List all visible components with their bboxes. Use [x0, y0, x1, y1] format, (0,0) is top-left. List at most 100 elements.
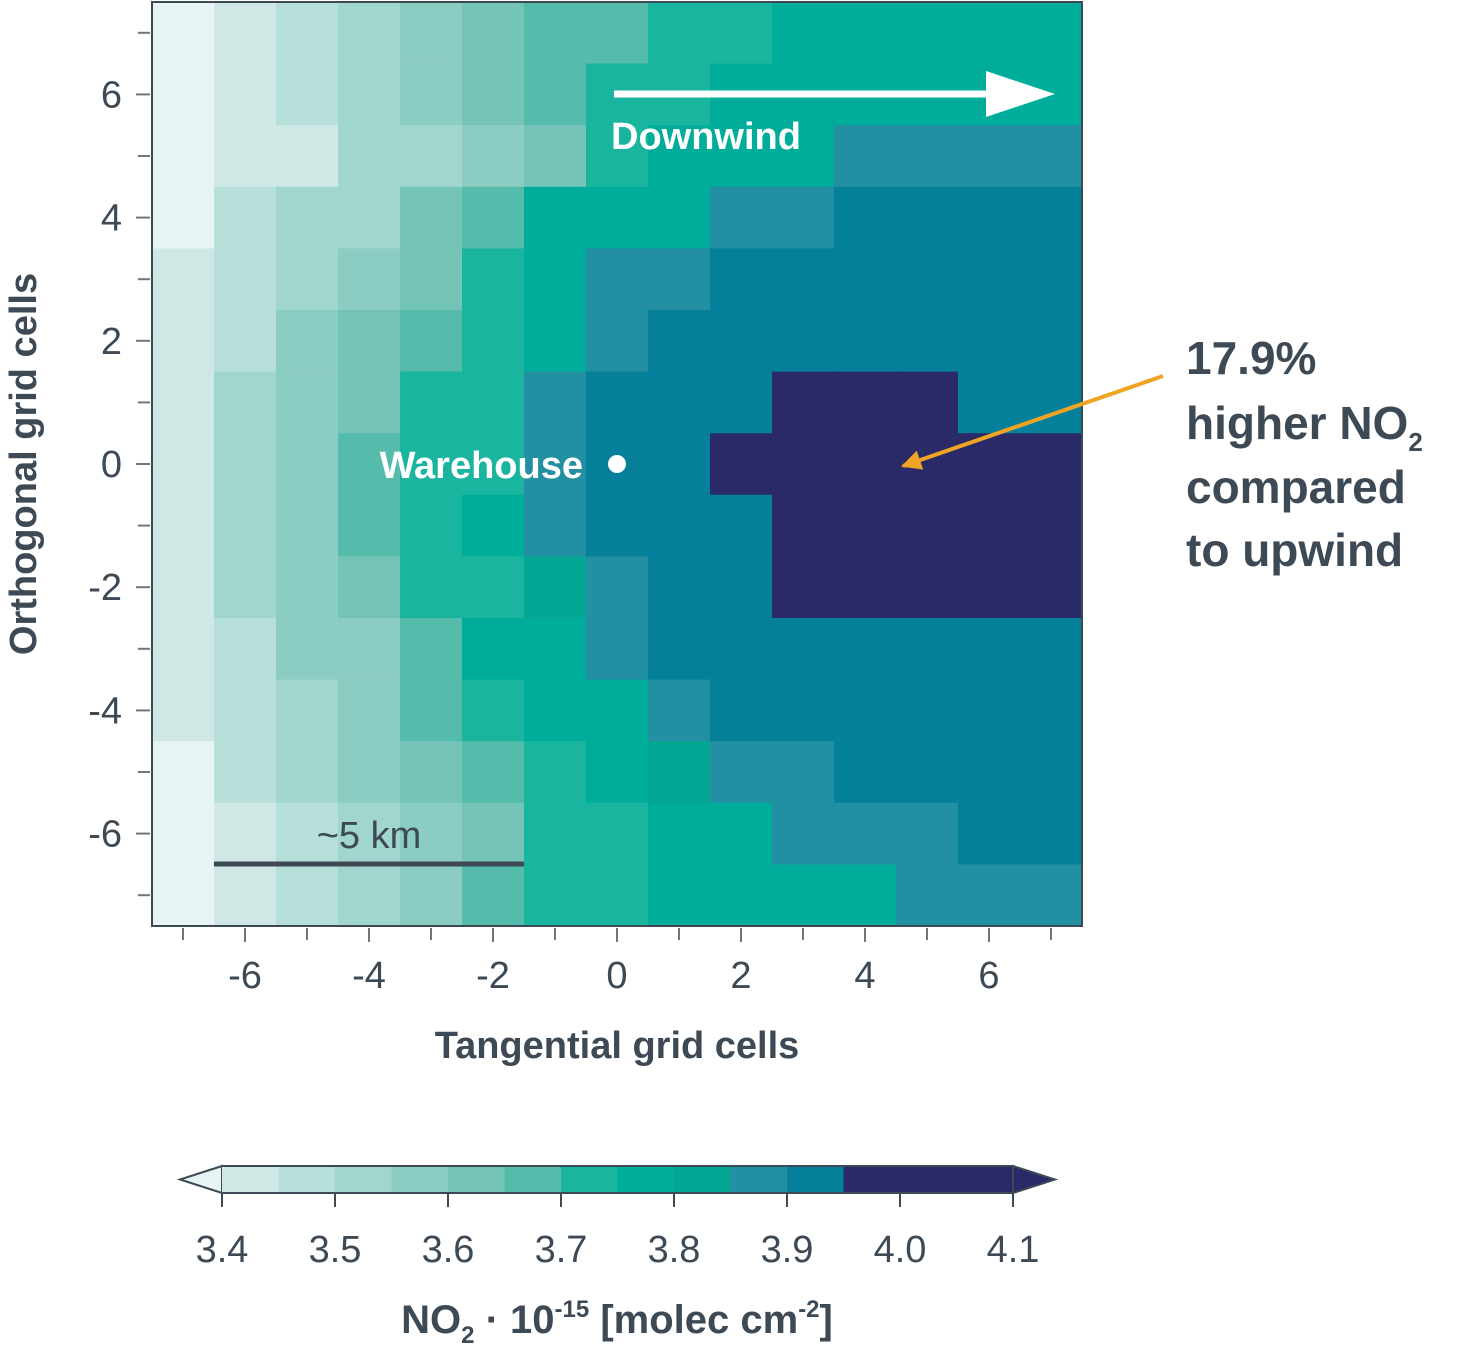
heatmap-cell	[462, 248, 525, 311]
heatmap-cell	[586, 186, 649, 249]
callout-line3: compared	[1186, 461, 1406, 513]
heatmap-cell	[214, 741, 277, 804]
y-tick-label: 0	[101, 444, 122, 486]
heatmap-cell	[462, 2, 525, 65]
heatmap-cell	[214, 556, 277, 619]
heatmap-cell	[772, 433, 835, 496]
heatmap-cell	[152, 556, 215, 619]
x-tick-label: -2	[476, 955, 510, 997]
heatmap-cell	[1020, 2, 1083, 65]
heatmap-cell	[896, 248, 959, 311]
heatmap-cell	[834, 864, 897, 927]
colorbar-ticks: 3.4 3.5 3.6 3.7 3.8 3.9 4.0 4.1	[196, 1193, 1039, 1271]
heatmap-cell	[648, 679, 711, 742]
heatmap-cell	[1020, 494, 1083, 557]
heatmap-cell	[338, 125, 401, 188]
heatmap-cell	[400, 248, 463, 311]
heatmap-cell	[1020, 433, 1083, 496]
heatmap-cell	[152, 433, 215, 496]
colorbar-segment	[448, 1166, 505, 1193]
heatmap-cell	[524, 310, 587, 373]
heatmap-cell	[958, 679, 1021, 742]
heatmap-cell	[648, 556, 711, 619]
heatmap-cell	[1020, 371, 1083, 434]
heatmap-cell	[214, 802, 277, 865]
heatmap-cell	[586, 310, 649, 373]
heatmap-cell	[834, 741, 897, 804]
heatmap-cell	[772, 248, 835, 311]
heatmap-cell	[648, 248, 711, 311]
heatmap-cell	[834, 248, 897, 311]
heatmap-cell	[710, 433, 773, 496]
colorbar-segment	[787, 1166, 844, 1193]
heatmap-cell	[214, 63, 277, 126]
downwind-label: Downwind	[611, 116, 801, 158]
heatmap-cell	[276, 864, 339, 927]
heatmap-cell	[710, 802, 773, 865]
heatmap-cell	[462, 371, 525, 434]
heatmap-cell	[338, 310, 401, 373]
callout-value: 17.9%	[1186, 332, 1316, 384]
heatmap-cell	[896, 864, 959, 927]
heatmap-cell	[400, 494, 463, 557]
heatmap-cell	[400, 802, 463, 865]
colorbar-tick-label: 3.8	[648, 1229, 701, 1271]
heatmap-cell	[958, 310, 1021, 373]
x-tick-label: 6	[978, 955, 999, 997]
heatmap-cell	[772, 310, 835, 373]
x-tick-label: -6	[228, 955, 262, 997]
heatmap-cell	[834, 802, 897, 865]
heatmap-cell	[834, 556, 897, 619]
heatmap-cell	[958, 371, 1021, 434]
heatmap-cell	[276, 618, 339, 681]
heatmap-cell	[586, 494, 649, 557]
heatmap-cell	[524, 433, 587, 496]
heatmap-cell	[586, 125, 649, 188]
heatmap-cell	[338, 371, 401, 434]
x-axis-label: Tangential grid cells	[435, 1025, 800, 1067]
heatmap-cell	[958, 864, 1021, 927]
heatmap-cell	[276, 556, 339, 619]
heatmap-cell	[958, 186, 1021, 249]
heatmap-cell	[462, 618, 525, 681]
heatmap-cell	[834, 618, 897, 681]
downwind-arrow	[614, 71, 1055, 117]
colorbar-segment	[335, 1166, 392, 1193]
heatmap-cell	[710, 679, 773, 742]
heatmap-cell	[648, 433, 711, 496]
heatmap-cell	[338, 186, 401, 249]
heatmap-cell	[276, 248, 339, 311]
heatmap-cell	[958, 556, 1021, 619]
heatmap-cell	[1020, 248, 1083, 311]
heatmap-cell	[896, 741, 959, 804]
colorbar-extend-low-icon	[176, 1164, 223, 1195]
heatmap-cell	[524, 125, 587, 188]
heatmap-cell	[462, 556, 525, 619]
heatmap-cell	[896, 494, 959, 557]
heatmap-cell	[338, 248, 401, 311]
heatmap-cell	[214, 371, 277, 434]
heatmap-cell	[834, 494, 897, 557]
heatmap-cell	[400, 2, 463, 65]
heatmap-cell	[958, 618, 1021, 681]
heatmap-cell	[586, 802, 649, 865]
heatmap-cell	[214, 679, 277, 742]
colorbar-tick-label: 3.6	[422, 1229, 475, 1271]
heatmap-cell	[524, 741, 587, 804]
x-tick-label: -4	[352, 955, 386, 997]
colorbar-tick-label: 3.9	[761, 1229, 814, 1271]
heatmap-cell	[648, 741, 711, 804]
x-tick-label: 0	[606, 955, 627, 997]
heatmap-cell	[772, 494, 835, 557]
heatmap-cell	[958, 248, 1021, 311]
heatmap-cell	[214, 433, 277, 496]
heatmap-cell	[896, 679, 959, 742]
heatmap-cell	[772, 618, 835, 681]
callout-arrow	[901, 374, 1164, 470]
x-tick-label: 4	[854, 955, 875, 997]
heatmap-cell	[338, 2, 401, 65]
heatmap-cell	[152, 802, 215, 865]
callout-line2-base: higher NO	[1186, 397, 1408, 449]
heatmap-cell	[896, 618, 959, 681]
colorbar-tick-label: 3.5	[309, 1229, 362, 1271]
